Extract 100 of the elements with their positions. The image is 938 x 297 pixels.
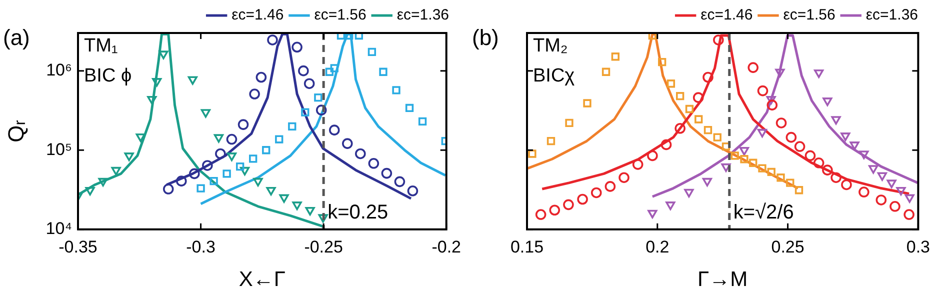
x-tick-label: -0.25 [304, 237, 343, 256]
x-tick-label: -0.35 [58, 237, 98, 256]
legend-label: εc=1.56 [783, 6, 836, 24]
point [840, 132, 850, 142]
point [813, 157, 824, 168]
y-axis-title: Qᵣ [3, 120, 28, 142]
point [314, 93, 322, 102]
point [647, 150, 658, 162]
point [162, 184, 174, 194]
point [658, 58, 666, 66]
point [786, 132, 797, 143]
x-tick-label: 0.2 [646, 237, 670, 256]
point [124, 152, 134, 162]
point [602, 68, 610, 76]
point [775, 68, 785, 78]
point [546, 137, 556, 146]
annotation: TM₂ [533, 36, 568, 57]
point [256, 72, 267, 83]
point [196, 184, 205, 192]
point [563, 199, 574, 210]
point [648, 33, 657, 40]
legend-label: εc=1.36 [396, 6, 450, 24]
point [379, 68, 388, 76]
point [336, 33, 346, 40]
point [722, 142, 730, 151]
point [831, 116, 841, 125]
point [262, 146, 270, 154]
point [804, 150, 816, 162]
legend-label: εc=1.46 [232, 6, 284, 24]
x-axis-title: Γ→M [698, 268, 748, 292]
point [189, 168, 200, 180]
point [253, 178, 263, 186]
point [275, 135, 284, 144]
point [549, 204, 560, 216]
point [565, 118, 574, 128]
point [648, 210, 658, 218]
point [392, 86, 400, 94]
point [850, 142, 860, 150]
point [236, 162, 244, 171]
point [611, 52, 620, 61]
point [730, 152, 739, 160]
point [292, 42, 302, 53]
point [222, 170, 231, 178]
point [702, 178, 712, 186]
x-tick-label: 0.3 [906, 237, 930, 256]
x-tick-label: 0.25 [771, 237, 804, 256]
annotation: TM₁ [84, 36, 118, 57]
point [249, 154, 258, 163]
point [325, 68, 334, 76]
point [328, 124, 340, 136]
point [896, 186, 906, 196]
point [342, 138, 353, 149]
point [381, 168, 392, 179]
point [528, 150, 536, 158]
point [868, 165, 878, 174]
annotation: k=0.25 [328, 202, 388, 224]
point [316, 104, 327, 116]
point [904, 209, 914, 220]
point [794, 186, 804, 194]
point [904, 194, 914, 203]
point [704, 126, 712, 134]
legend-label: εc=1.56 [314, 6, 366, 24]
point [858, 186, 870, 198]
point [200, 109, 210, 118]
point [305, 206, 315, 216]
point [85, 186, 95, 196]
point [418, 117, 427, 126]
point [368, 158, 380, 169]
point [407, 185, 418, 196]
point [215, 148, 226, 160]
point [890, 201, 900, 212]
point [748, 62, 759, 73]
point [841, 179, 852, 190]
point [240, 166, 250, 176]
text: (b) [472, 25, 499, 50]
annotation: k=√2/6 [733, 202, 794, 224]
y-tick-label: 10⁵ [46, 140, 72, 159]
point [111, 166, 121, 176]
point [577, 194, 588, 205]
annotation: BICχ [533, 66, 575, 87]
point [886, 180, 896, 188]
point [136, 133, 146, 142]
point [368, 48, 376, 56]
x-tick-label: -0.2 [432, 237, 461, 256]
point [786, 178, 794, 187]
point [830, 172, 842, 184]
point [301, 108, 310, 116]
point [684, 188, 694, 198]
point [666, 202, 676, 210]
point [859, 150, 869, 160]
point [355, 148, 366, 160]
point [739, 146, 750, 156]
point [405, 104, 414, 112]
point [176, 176, 187, 186]
point [318, 214, 328, 223]
point [757, 128, 768, 138]
point [202, 160, 213, 171]
point [822, 164, 833, 176]
point [590, 187, 602, 198]
point [210, 176, 218, 186]
